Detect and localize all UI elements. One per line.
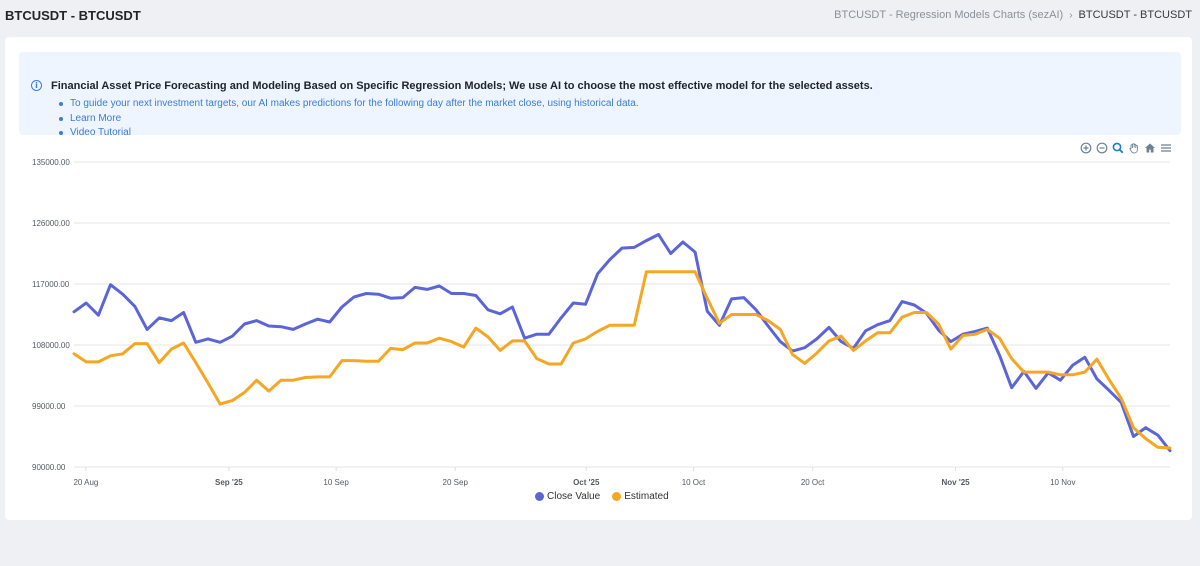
chart-toolbar [1080,142,1172,154]
series-line-estimated[interactable] [72,270,1172,450]
x-tick-label: 20 Sep [443,478,469,487]
chart-legend: Close Value Estimated [535,491,669,502]
breadcrumb: BTCUSDT - Regression Models Charts (sezA… [834,9,1192,21]
breadcrumb-parent-link[interactable]: BTCUSDT - Regression Models Charts (sezA… [834,9,1064,21]
video-tutorial-link[interactable]: Video Tutorial [59,126,639,141]
breadcrumb-separator: › [1069,9,1073,21]
info-item-guide: To guide your next investment targets, o… [59,97,639,112]
x-tick-label: Nov '25 [941,478,970,487]
learn-more-link[interactable]: Learn More [59,112,639,127]
y-tick-label: 90000.00 [32,463,66,472]
y-tick-label: 126000.00 [32,219,70,228]
breadcrumb-current: BTCUSDT - BTCUSDT [1078,9,1192,21]
x-tick-label: 10 Sep [323,478,349,487]
info-heading: Financial Asset Price Forecasting and Mo… [51,80,873,92]
line-chart: 135000.00 126000.00 117000.00 108000.00 9900… [32,158,1172,487]
info-box: i Financial Asset Price Forecasting and … [19,52,1181,138]
legend-marker-close-value [535,492,544,501]
pan-hand-icon[interactable] [1128,142,1140,154]
y-tick-label: 108000.00 [32,341,70,350]
menu-icon[interactable] [1160,142,1172,154]
x-tick-label: 20 Oct [801,478,825,487]
selection-zoom-icon[interactable] [1112,142,1124,154]
legend-marker-estimated [612,492,622,501]
chart-card: i Financial Asset Price Forecasting and … [5,37,1192,520]
x-tick-label: 10 Oct [682,478,706,487]
y-tick-label: 99000.00 [32,402,66,411]
page-title: BTCUSDT - BTCUSDT [5,8,141,23]
info-list: To guide your next investment targets, o… [59,97,639,141]
legend-item-close-value[interactable]: Close Value [535,491,600,502]
reset-home-icon[interactable] [1144,142,1156,154]
legend-item-estimated[interactable]: Estimated [612,491,669,502]
series-line-close-value[interactable] [72,233,1172,453]
x-tick-label: Sep '25 [215,478,243,487]
zoom-out-icon[interactable] [1096,142,1108,154]
legend-label-estimated: Estimated [624,491,669,502]
y-tick-label: 135000.00 [32,158,70,167]
x-tick-label: Oct '25 [573,478,600,487]
x-tick-label: 10 Nov [1050,478,1075,487]
zoom-in-icon[interactable] [1080,142,1092,154]
x-tick-label: 20 Aug [73,478,98,487]
info-icon: i [31,80,42,91]
y-tick-label: 117000.00 [32,280,70,289]
legend-label-close-value: Close Value [547,491,601,502]
